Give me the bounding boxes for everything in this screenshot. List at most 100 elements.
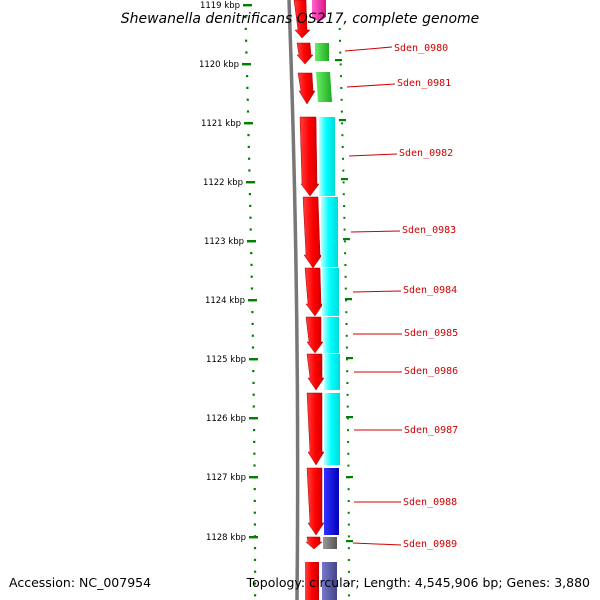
minor-tick [347,441,350,443]
minor-tick [252,370,255,373]
minor-tick [340,87,343,89]
gene-arrow [305,562,319,600]
minor-tick [252,393,255,396]
minor-tick [253,452,256,455]
gene-arrow [306,467,325,536]
minor-tick [347,476,350,479]
cog-block [322,562,337,600]
cog-block [324,468,339,535]
minor-tick [253,464,256,467]
minor-tick [252,381,255,384]
scale-tick [345,298,352,301]
minor-tick [245,39,248,42]
genome-backbone [287,0,300,600]
forward-strand-genes [293,0,325,600]
kbp-label: 1119 kbp [200,1,240,11]
minor-tick [345,311,348,314]
minor-tick [342,181,345,184]
minor-tick [347,488,350,491]
minor-tick [254,582,257,585]
major-tick [249,358,258,361]
minor-tick [339,39,341,42]
gene-leader-line [348,153,398,157]
minor-tick [246,110,250,113]
gene-label[interactable]: Sden_0981 [397,78,451,89]
gene-arrow [299,116,320,197]
kbp-label: 1128 kbp [206,533,246,543]
gene-label[interactable]: Sden_0987 [404,425,458,436]
minor-tick [254,570,257,573]
minor-tick [347,500,350,502]
gene-arrow [305,316,324,354]
minor-tick [254,594,257,597]
minor-tick [341,122,344,125]
scale-tick [341,178,348,181]
gene-arrow [293,0,311,39]
major-tick [247,240,256,243]
major-tick [242,63,251,66]
minor-tick [344,287,347,290]
gene-leader-line [352,290,402,293]
cog-block [324,354,340,390]
gene-label[interactable]: Sden_0986 [404,366,458,377]
kbp-scale: 1119 kbp 1120 kbp 1121 kbp 1122 kbp 1123 kbp… [199,1,258,543]
kbp-label: 1126 kbp [206,414,246,424]
minor-tick [346,370,349,373]
gene-label[interactable]: Sden_0980 [394,43,448,54]
minor-tick [340,75,342,78]
minor-tick [250,252,253,255]
minor-tick [253,499,256,502]
gene-leader-line [352,542,402,546]
kbp-label: 1123 kbp [204,237,244,247]
gene-label[interactable]: Sden_0989 [403,539,457,550]
gene-label[interactable]: Sden_0985 [404,328,458,339]
minor-tick [347,464,350,467]
gene-label[interactable]: Sden_0984 [403,285,457,296]
kbp-label: 1124 kbp [205,296,245,306]
minor-tick [253,558,257,561]
minor-tick [342,193,345,196]
cog-block [321,197,338,267]
minor-tick [249,216,252,219]
minor-tick [253,488,256,491]
minor-tick [344,252,347,255]
cog-block [323,537,337,549]
major-tick [248,299,257,302]
minor-tick [347,535,350,538]
gene-arrow [302,196,323,269]
minor-tick [248,193,251,196]
major-tick [249,536,258,539]
minor-tick [247,145,250,148]
minor-tick [249,228,252,231]
scale-tick [339,119,346,122]
minor-tick [251,311,254,314]
minor-tick [250,287,253,290]
minor-tick [347,452,350,455]
major-tick [249,476,258,479]
minor-tick [347,429,349,432]
minor-tick [346,417,349,420]
cog-block [323,317,339,353]
gene-label[interactable]: Sden_0982 [399,148,453,159]
gene-label[interactable]: Sden_0983 [402,225,456,236]
scale-tick [335,59,342,62]
gene-leader-line [350,230,401,233]
gene-arrow [306,353,325,391]
cog-block [324,393,340,465]
major-tick [244,122,253,125]
gene-label[interactable]: Sden_0988 [403,497,457,508]
minor-tick [253,547,257,550]
kbp-label: 1125 kbp [206,355,246,365]
minor-tick [346,393,349,396]
minor-ticks [244,16,257,597]
minor-tick [248,169,251,172]
minor-tick [252,405,255,408]
minor-tick [253,429,256,432]
minor-tick [341,134,344,137]
cog-block [316,72,332,102]
minor-tick [342,169,345,172]
gene-labels: Sden_0980 Sden_0981 Sden_0982 Sden_0983 Sden… [344,43,458,550]
minor-tick [343,228,346,231]
kbp-label: 1121 kbp [201,119,241,129]
